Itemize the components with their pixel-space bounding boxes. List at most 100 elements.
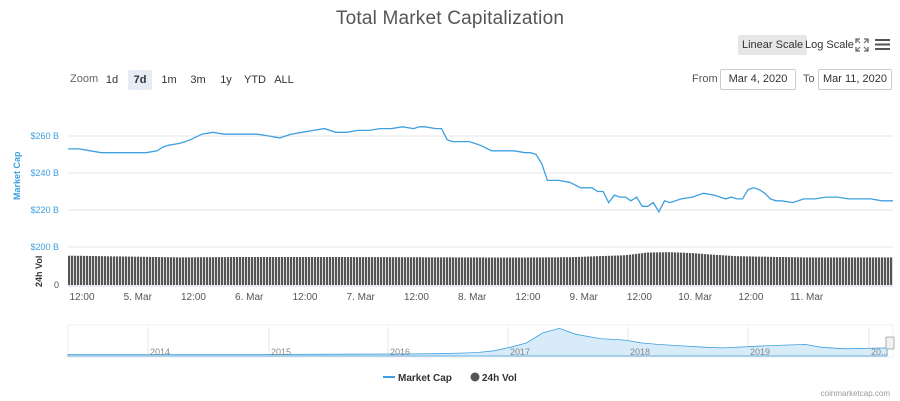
volume-bar	[224, 257, 227, 285]
volume-bar	[656, 252, 659, 285]
volume-bar	[512, 257, 515, 285]
volume-bar	[137, 256, 140, 285]
volume-bar	[116, 256, 119, 285]
legend-24h-vol[interactable]: 24h Vol	[482, 373, 517, 384]
volume-bar	[821, 257, 824, 285]
volume-bar	[524, 257, 527, 285]
zoom-3m-button[interactable]: 3m	[190, 74, 206, 86]
zoom-1d-button[interactable]: 1d	[105, 74, 119, 86]
fullscreen-icon[interactable]	[855, 38, 869, 52]
navigator-year-label: 2018	[630, 347, 651, 357]
volume-bar	[440, 257, 443, 285]
volume-bar	[191, 257, 194, 285]
x-tick-label: 8. Mar	[458, 292, 487, 303]
volume-bar	[812, 257, 815, 285]
volume-bar	[569, 257, 572, 285]
y-tick-label: $220 B	[30, 205, 59, 215]
y-tick-label: $240 B	[30, 168, 59, 178]
volume-bar	[578, 256, 581, 285]
volume-bar	[833, 257, 836, 285]
zoom-ytd-button[interactable]: YTD	[244, 74, 266, 86]
zoom-1m-button[interactable]: 1m	[161, 74, 177, 86]
volume-bar	[236, 257, 239, 285]
volume-bar	[584, 256, 587, 285]
volume-bar	[368, 257, 371, 285]
zoom-1y-button[interactable]: 1y	[220, 74, 232, 86]
volume-bar	[398, 257, 401, 285]
volume-bar	[626, 255, 629, 285]
navigator-area	[67, 327, 888, 357]
volume-bar	[317, 257, 320, 285]
zoom-7d-button[interactable]: 7d	[128, 70, 152, 90]
volume-bar	[341, 257, 344, 285]
volume-bar	[344, 257, 347, 285]
volume-bar	[377, 257, 380, 285]
volume-bar	[392, 257, 395, 285]
volume-bar	[497, 257, 500, 285]
volume-bar	[800, 257, 803, 285]
volume-bars	[68, 252, 893, 285]
legend-market-cap[interactable]: Market Cap	[398, 373, 452, 384]
volume-bar	[434, 257, 437, 285]
volume-bar	[677, 252, 680, 285]
volume-bar	[326, 257, 329, 285]
volume-bar	[548, 257, 551, 285]
volume-bar	[470, 257, 473, 285]
volume-bar	[764, 256, 767, 285]
from-label: From	[692, 73, 718, 85]
volume-bar	[533, 257, 536, 285]
volume-bar	[446, 257, 449, 285]
volume-bar	[647, 252, 650, 285]
log-scale-button[interactable]: Log Scale	[805, 39, 854, 51]
volume-bar	[467, 257, 470, 285]
volume-bar	[593, 256, 596, 285]
volume-bar	[518, 257, 521, 285]
to-date-input[interactable]: Mar 11, 2020	[818, 69, 892, 90]
volume-bar	[872, 257, 875, 285]
market-cap-line	[68, 126, 893, 214]
volume-bar	[155, 257, 158, 285]
volume-bar	[242, 257, 245, 285]
volume-bar	[818, 257, 821, 285]
linear-scale-button[interactable]: Linear Scale	[738, 35, 808, 55]
x-tick-label: 12:00	[69, 292, 95, 303]
volume-bar	[197, 257, 200, 285]
volume-bar	[695, 253, 698, 285]
volume-bar	[794, 257, 797, 285]
zoom-all-button[interactable]: ALL	[274, 74, 294, 86]
volume-bar	[89, 256, 92, 285]
volume-bar	[491, 257, 494, 285]
x-tick-label: 12:00	[515, 292, 541, 303]
credit-label[interactable]: coinmarketcap.com	[820, 389, 890, 398]
volume-bar	[587, 256, 590, 285]
y-tick-label: $200 B	[30, 242, 59, 252]
volume-bar	[662, 252, 665, 285]
volume-bar	[836, 257, 839, 285]
volume-bar	[245, 257, 248, 285]
volume-bar	[248, 257, 251, 285]
volume-bar	[815, 257, 818, 285]
volume-bar	[131, 256, 134, 285]
volume-bar	[206, 257, 209, 285]
navigator	[67, 324, 895, 358]
volume-bar	[251, 257, 254, 285]
volume-bar	[716, 255, 719, 285]
volume-bar	[554, 257, 557, 285]
hamburger-menu-icon[interactable]	[875, 38, 890, 51]
volume-bar	[125, 256, 128, 285]
volume-bar	[701, 253, 704, 285]
navigator-year-label: 2019	[750, 347, 771, 357]
volume-bar	[539, 257, 542, 285]
volume-bar	[755, 256, 758, 285]
x-tick-label: 6. Mar	[235, 292, 264, 303]
from-date-input[interactable]: Mar 4, 2020	[720, 69, 796, 90]
volume-bar	[557, 257, 560, 285]
volume-bar	[119, 256, 122, 285]
volume-bar	[887, 257, 890, 285]
volume-bar	[239, 257, 242, 285]
volume-bar	[674, 252, 677, 285]
volume-bar	[347, 257, 350, 285]
volume-bar	[713, 254, 716, 285]
volume-bar	[449, 257, 452, 285]
x-tick-label: 11. Mar	[790, 292, 824, 303]
